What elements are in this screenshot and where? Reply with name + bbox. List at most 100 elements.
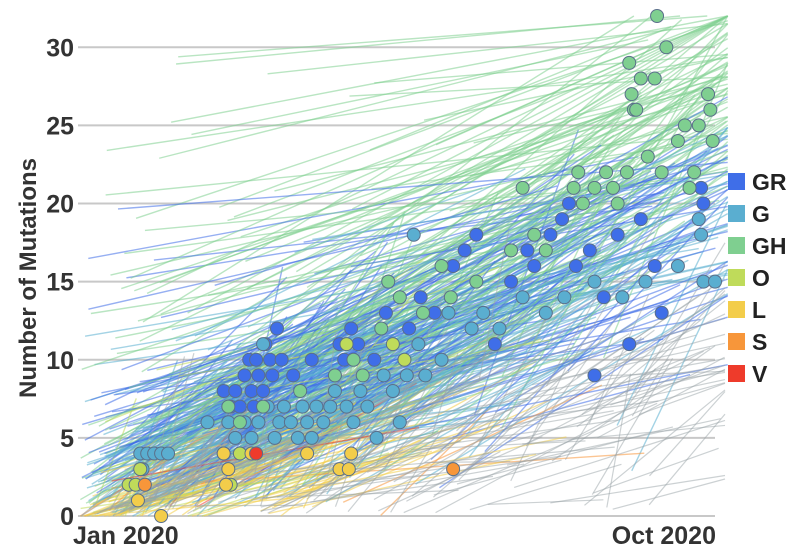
tree-branch <box>435 356 725 514</box>
tree-branch <box>366 323 635 473</box>
tree-branch <box>126 276 288 440</box>
tree-branch <box>624 290 726 395</box>
y-tick-label: 10 <box>46 347 74 375</box>
legend-label: V <box>752 361 768 387</box>
tree-branch <box>274 76 728 192</box>
tree-branch <box>191 375 480 497</box>
data-point-g: G: 5 <box>244 430 259 445</box>
data-point-gr: GR: 9 <box>237 368 252 383</box>
data-point-gr: GR: 8 <box>244 384 259 398</box>
data-point-g: G: 6 <box>251 415 266 430</box>
y-tick-label: 15 <box>46 269 74 297</box>
data-points: GR: 8GR: 7GR: 8GR: 7GR: 9GR: 10GR: 8GR: … <box>121 9 722 523</box>
data-point-gr: GR: 15 <box>504 274 519 289</box>
data-point-g: G: 7 <box>323 399 338 414</box>
data-point-v: V: 4 <box>249 446 264 461</box>
tree-branch <box>267 22 728 75</box>
data-point-gh: GH: 21 <box>515 180 530 195</box>
data-point-gh: GH: 22 <box>654 165 669 180</box>
data-point-g: G: 9 <box>376 368 391 383</box>
data-point-gr: GR: 11 <box>351 337 366 352</box>
tree-branch <box>187 15 729 314</box>
legend-label: L <box>752 297 766 323</box>
tree-branch <box>591 357 674 495</box>
data-point-gh: GH: 6 <box>232 415 247 430</box>
data-point-g: G: 15 <box>708 274 722 289</box>
tree-branch <box>610 364 726 406</box>
data-point-g: G: 11 <box>256 337 271 352</box>
data-point-g: G: 4 <box>161 446 176 461</box>
legend-swatch <box>728 301 745 318</box>
tree-branch <box>114 414 200 510</box>
data-point-gr: GR: 7 <box>232 399 247 414</box>
tree-branch <box>454 247 716 319</box>
data-point-g: G: 6 <box>200 415 215 430</box>
data-point-l: L: 4 <box>344 446 359 461</box>
data-point-g: G: 14 <box>557 290 572 305</box>
tree-branch <box>458 361 577 481</box>
tree-branch <box>628 313 726 361</box>
data-point-gh: GH: 21 <box>566 180 581 195</box>
data-point-g: G: 6 <box>346 415 361 430</box>
data-point-gh: GH: 28 <box>633 71 648 86</box>
tree-branch <box>543 294 700 402</box>
tree-branch <box>81 150 728 370</box>
tree-branch <box>550 474 726 504</box>
data-point-gr: GR: 13 <box>378 305 393 320</box>
data-point-gr: GR: 20 <box>561 196 576 211</box>
data-point-gh: GH: 9 <box>327 368 342 383</box>
tree-branch <box>476 299 558 448</box>
data-point-gh: GH: 29 <box>622 55 637 70</box>
tree-branch <box>348 286 495 479</box>
data-point-gr: GR: 16 <box>568 259 583 273</box>
data-point-gr: GR: 19 <box>633 212 648 227</box>
data-point-gh: GH: 32 <box>650 9 665 23</box>
tree-branch <box>593 447 719 494</box>
tree-branch <box>142 15 635 323</box>
tree-branch <box>306 372 475 500</box>
data-point-g: G: 12 <box>464 321 479 336</box>
tree-branch <box>638 382 726 416</box>
data-point-gr: GR: 9 <box>286 368 301 383</box>
data-point-g: G: 9 <box>418 368 433 383</box>
legend-label: G <box>752 201 770 227</box>
tree-branch <box>278 210 406 334</box>
data-point-gh: GH: 21 <box>587 180 602 195</box>
data-point-g: G: 19 <box>691 212 706 227</box>
data-point-gh: GH: 18 <box>527 227 542 242</box>
data-point-gh: GH: 7 <box>221 399 236 414</box>
tree-branch <box>395 410 614 449</box>
data-point-gh: GH: 23 <box>640 149 655 164</box>
tree-branch <box>336 70 729 324</box>
tree-branch <box>106 56 728 152</box>
tree-branch <box>393 333 630 483</box>
tree-branch <box>214 185 558 286</box>
tree-branch <box>478 347 711 443</box>
tree-branch <box>260 355 517 513</box>
data-point-gh: GH: 12 <box>374 321 389 336</box>
tree-branch <box>378 436 543 512</box>
data-point-gr: GR: 10 <box>304 352 319 367</box>
x-tick-label-end: Oct 2020 <box>612 522 716 550</box>
tree-branch <box>105 266 500 423</box>
data-point-l: L: 3 <box>341 462 356 477</box>
data-point-gh: GH: 14 <box>392 290 407 305</box>
data-point-gh: GH: 22 <box>571 165 586 180</box>
tree-branch <box>593 287 726 401</box>
data-point-g: G: 8 <box>353 384 368 398</box>
tree-branch <box>631 263 726 417</box>
data-point-gh: GH: 22 <box>619 165 634 180</box>
data-point-gr: GR: 19 <box>555 212 570 227</box>
tree-branch <box>597 368 726 439</box>
data-point-l: L: 4 <box>216 446 231 461</box>
tree-branch <box>91 496 307 517</box>
tree-branch <box>251 455 562 501</box>
tree-branch <box>260 463 525 512</box>
tree-branch <box>199 431 299 510</box>
tree-branch <box>149 350 528 473</box>
tree-branch <box>421 336 535 413</box>
y-tick-label: 25 <box>46 112 74 140</box>
tree-branch <box>246 38 729 290</box>
data-point-gh: GH: 21 <box>606 180 621 195</box>
